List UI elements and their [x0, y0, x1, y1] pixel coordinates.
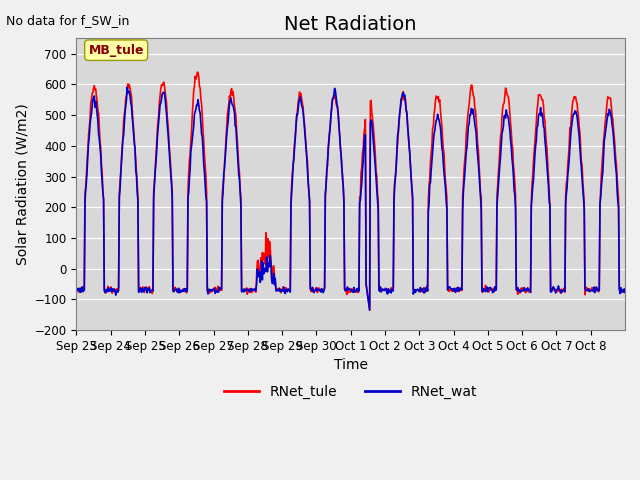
RNet_tule: [409, 196, 417, 202]
Legend: RNet_tule, RNet_wat: RNet_tule, RNet_wat: [218, 380, 483, 405]
RNet_tule: [266, 239, 273, 244]
RNet_tule: [137, 287, 145, 292]
Y-axis label: Solar Radiation (W/m2): Solar Radiation (W/m2): [15, 103, 29, 265]
RNet_tule: [72, 287, 80, 293]
RNet_tule: [366, 307, 374, 313]
RNet_wat: [621, 287, 629, 292]
RNet_wat: [239, 288, 246, 294]
RNet_wat: [72, 289, 80, 295]
RNet_tule: [621, 286, 629, 291]
RNet_tule: [193, 70, 201, 75]
Text: No data for f_SW_in: No data for f_SW_in: [6, 14, 130, 27]
RNet_wat: [440, 161, 447, 167]
RNet_tule: [287, 287, 294, 293]
RNet_tule: [239, 288, 246, 294]
Text: MB_tule: MB_tule: [88, 44, 144, 57]
Line: RNet_tule: RNet_tule: [76, 72, 625, 310]
RNet_wat: [266, 259, 273, 265]
RNet_wat: [366, 307, 374, 313]
RNet_wat: [138, 289, 145, 295]
RNet_wat: [287, 289, 294, 295]
Title: Net Radiation: Net Radiation: [284, 15, 417, 34]
RNet_wat: [124, 84, 131, 90]
RNet_tule: [440, 145, 447, 151]
RNet_wat: [409, 193, 417, 199]
X-axis label: Time: Time: [333, 359, 368, 372]
Line: RNet_wat: RNet_wat: [76, 87, 625, 310]
